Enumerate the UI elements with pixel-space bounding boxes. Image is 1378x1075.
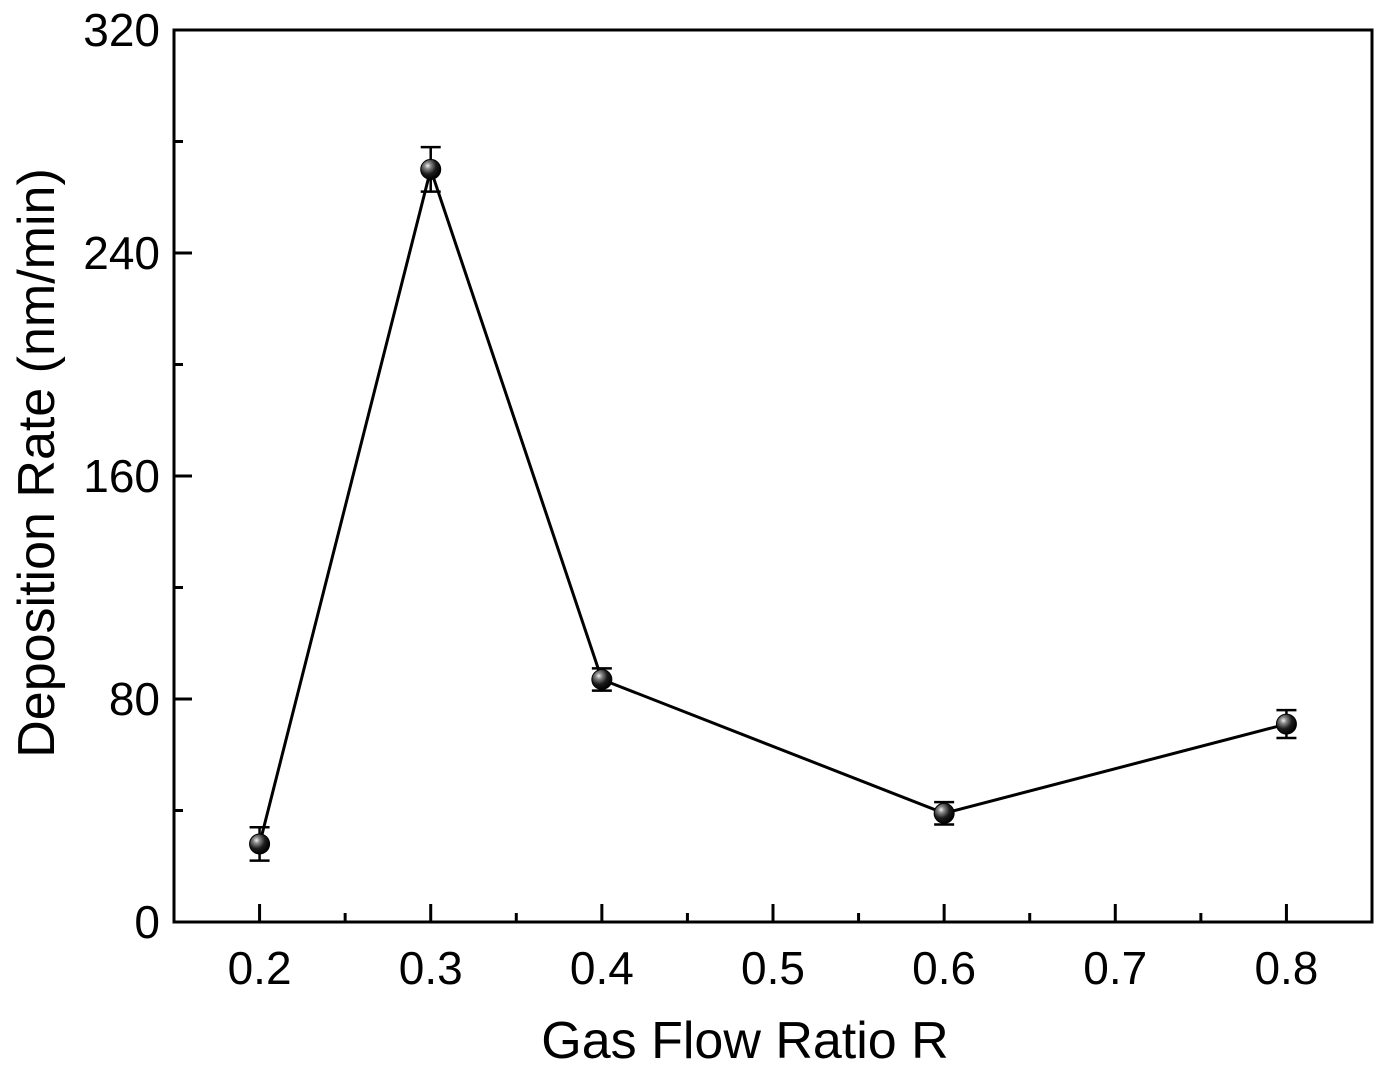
x-tick-label: 0.5 <box>741 942 805 994</box>
x-axis-tick-labels: 0.2 0.3 0.4 0.5 0.6 0.7 0.8 <box>228 942 1319 994</box>
y-tick-label: 80 <box>109 673 160 725</box>
x-axis-label: Gas Flow Ratio R <box>541 1012 948 1070</box>
series-line <box>258 164 1287 845</box>
y-axis-ticks <box>174 28 192 924</box>
data-point <box>591 668 613 690</box>
y-axis-tick-labels: 0 80 160 240 320 <box>83 4 160 948</box>
data-point <box>933 802 955 824</box>
x-tick-label: 0.3 <box>399 942 463 994</box>
x-axis-ticks <box>258 904 1288 922</box>
data-point <box>1275 713 1297 735</box>
x-tick-label: 0.4 <box>570 942 634 994</box>
y-axis-label: Deposition Rate (nm/min) <box>8 168 66 758</box>
error-bars <box>249 145 1297 862</box>
y-tick-label: 0 <box>134 896 160 948</box>
y-tick-label: 240 <box>83 227 160 279</box>
x-tick-label: 0.6 <box>912 942 976 994</box>
y-tick-label: 320 <box>83 4 160 56</box>
y-tick-label: 160 <box>83 450 160 502</box>
data-points <box>249 158 1297 855</box>
data-point <box>249 833 271 855</box>
data-point <box>420 158 442 180</box>
x-tick-label: 0.2 <box>228 942 292 994</box>
x-tick-label: 0.7 <box>1083 942 1147 994</box>
x-tick-label: 0.8 <box>1254 942 1318 994</box>
